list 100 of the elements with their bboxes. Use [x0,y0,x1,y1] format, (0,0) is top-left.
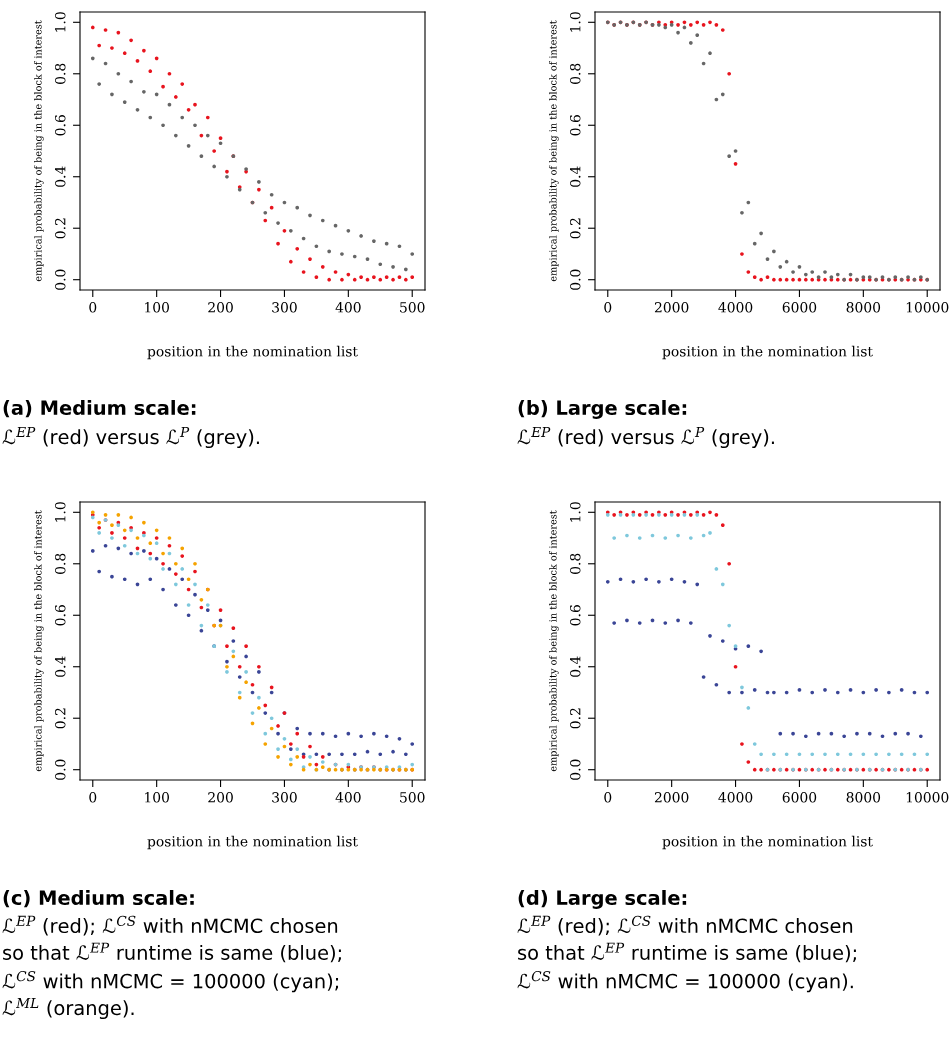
point [161,123,165,128]
point [714,682,719,687]
point [295,246,300,251]
y-tick-label: 0.6 [570,115,581,136]
point [919,734,923,739]
x-tick-label: 0 [604,792,612,803]
point [663,621,668,625]
point [193,582,197,587]
point [295,755,300,759]
point [90,56,95,61]
point [404,752,408,757]
point [899,752,904,757]
point [180,546,185,551]
point [772,277,776,282]
y-tick-label: 0.4 [570,656,581,677]
text: so that ℒ$^{EP}$ runtime is same (blue); [3,942,341,963]
x-tick-label: 500 [400,302,425,313]
point [733,162,738,166]
point [340,752,344,757]
point [308,257,312,261]
point [276,724,280,728]
point [925,752,930,757]
y-tick-label: 0.8 [55,553,66,574]
point [618,577,623,582]
point [231,654,236,659]
point [352,752,357,757]
point [142,89,146,94]
point [237,675,242,679]
point [205,608,210,612]
y-tick-label: 0.8 [55,63,66,84]
point [244,680,248,685]
text: ℒ$^{EP}$ (red); ℒ$^{CS}$ with nMCMC chosen [517,915,853,936]
point [276,747,280,751]
point [848,688,853,692]
point [701,675,706,679]
point [218,608,223,612]
point [167,567,172,571]
y-tick-label: 0.6 [55,605,66,626]
point [320,765,325,769]
point [225,174,229,179]
point [746,760,751,764]
point [784,752,789,757]
point [250,682,255,687]
point [282,228,287,233]
point [263,731,268,736]
point [352,277,357,282]
point [231,639,236,643]
x-tick-label: 10000 [906,792,949,803]
y-tick-label: 0.8 [570,63,581,84]
point [701,513,706,517]
point [231,626,236,630]
x-tick-label: 8000 [846,302,881,313]
point [676,30,680,35]
point [205,603,210,607]
point [720,28,725,32]
point [320,265,325,269]
point [135,59,140,63]
point [772,690,776,695]
point [154,541,159,546]
point [122,543,127,548]
point [772,752,776,757]
point [161,551,165,556]
text: ℒ$^{EP}$ (red); ℒ$^{CS}$ with nMCMC chosen [2,915,338,936]
point [797,767,802,772]
point [391,277,395,282]
point [727,623,731,628]
point [301,270,306,274]
text: (a) Medium scale: [3,400,196,418]
point [669,577,674,582]
point [848,767,853,772]
point [720,639,725,643]
point [637,621,642,625]
point [180,115,185,120]
y-tick-label: 0.0 [570,269,581,290]
point [810,767,815,772]
point [97,43,101,48]
point [103,513,108,517]
y-tick-label: 1.0 [55,502,66,522]
point [797,752,802,757]
point [161,84,165,89]
x-axis-title: position in the nomination list [662,345,873,360]
point [180,567,185,571]
point [752,241,757,246]
point [804,734,808,739]
point [314,752,319,757]
x-tick-label: 200 [208,792,233,803]
y-tick-label: 1.0 [570,502,581,522]
point [129,551,133,556]
point [835,272,840,277]
point [186,613,191,618]
point [186,107,191,112]
point [365,749,370,754]
point [810,270,815,274]
x-tick-label: 2000 [654,302,689,313]
y-tick-label: 0.4 [55,166,66,187]
point [842,734,846,739]
point [650,513,655,517]
point [244,670,248,674]
point [378,262,383,267]
point [765,275,770,279]
